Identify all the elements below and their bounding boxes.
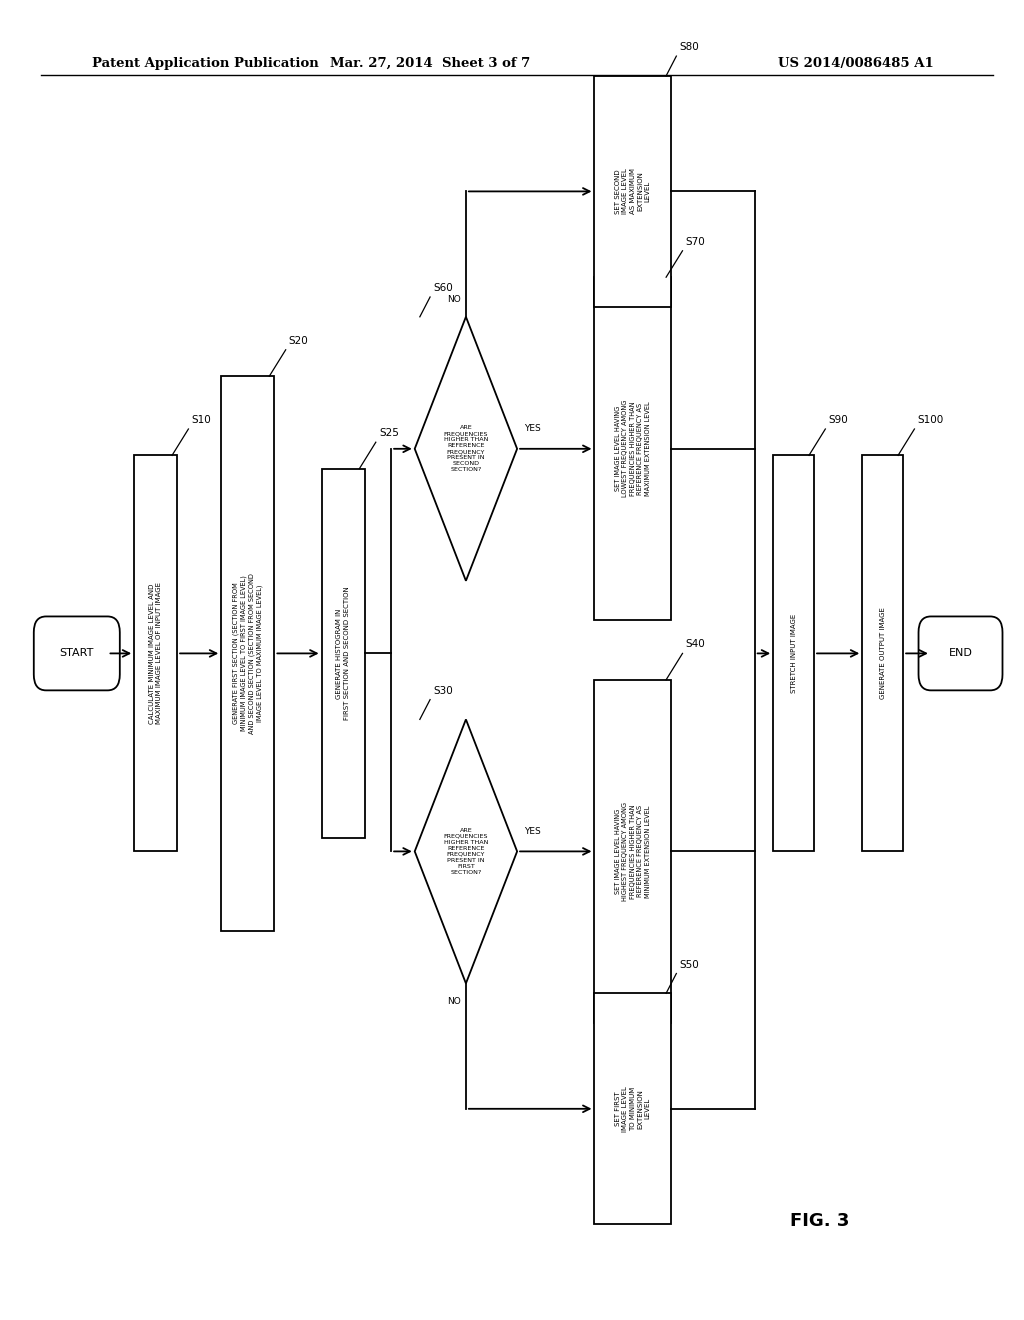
Text: Mar. 27, 2014  Sheet 3 of 7: Mar. 27, 2014 Sheet 3 of 7	[330, 57, 530, 70]
Text: US 2014/0086485 A1: US 2014/0086485 A1	[778, 57, 934, 70]
FancyBboxPatch shape	[34, 616, 120, 690]
Bar	[322, 469, 365, 838]
Text: S100: S100	[918, 414, 944, 425]
Text: FIG. 3: FIG. 3	[790, 1212, 849, 1230]
FancyBboxPatch shape	[919, 616, 1002, 690]
Text: NO: NO	[447, 997, 461, 1006]
Bar	[594, 77, 672, 308]
Text: YES: YES	[524, 826, 541, 836]
Text: YES: YES	[524, 424, 541, 433]
Text: S25: S25	[379, 428, 398, 438]
Text: S90: S90	[828, 414, 848, 425]
Text: S40: S40	[686, 639, 706, 649]
Bar	[221, 376, 274, 931]
Bar	[862, 455, 903, 851]
Text: Patent Application Publication: Patent Application Publication	[92, 57, 318, 70]
Polygon shape	[415, 719, 517, 983]
Text: SET FIRST
IMAGE LEVEL
TO MINIMUM
EXTENSION
LEVEL: SET FIRST IMAGE LEVEL TO MINIMUM EXTENSI…	[614, 1086, 651, 1131]
Bar	[134, 455, 177, 851]
Text: S60: S60	[433, 282, 453, 293]
Text: END: END	[948, 648, 973, 659]
Bar	[594, 993, 672, 1225]
Text: NO: NO	[447, 294, 461, 304]
Text: STRETCH INPUT IMAGE: STRETCH INPUT IMAGE	[791, 614, 797, 693]
Text: GENERATE FIRST SECTION (SECTION FROM
MINIMUM IMAGE LEVEL TO FIRST IMAGE LEVEL)
A: GENERATE FIRST SECTION (SECTION FROM MIN…	[232, 573, 263, 734]
Bar	[773, 455, 814, 851]
Text: S10: S10	[191, 414, 211, 425]
Text: S30: S30	[433, 685, 453, 696]
Text: GENERATE HISTOGRAM IN
FIRST SECTION AND SECOND SECTION: GENERATE HISTOGRAM IN FIRST SECTION AND …	[336, 586, 350, 721]
Text: SET SECOND
IMAGE LEVEL
AS MAXIMUM
EXTENSION
LEVEL: SET SECOND IMAGE LEVEL AS MAXIMUM EXTENS…	[614, 169, 651, 214]
Text: CALCULATE MINIMUM IMAGE LEVEL AND
MAXIMUM IMAGE LEVEL OF INPUT IMAGE: CALCULATE MINIMUM IMAGE LEVEL AND MAXIMU…	[148, 582, 163, 725]
Text: ARE
FREQUENCIES
HIGHER THAN
REFERENCE
FREQUENCY
PRESENT IN
FIRST
SECTION?: ARE FREQUENCIES HIGHER THAN REFERENCE FR…	[443, 828, 488, 875]
Polygon shape	[415, 317, 517, 581]
Text: S50: S50	[680, 960, 699, 969]
Text: SET IMAGE LEVEL HAVING
HIGHEST FREQUENCY AMONG
FREQUENCIES HIGHER THAN
REFERENCE: SET IMAGE LEVEL HAVING HIGHEST FREQUENCY…	[614, 803, 651, 902]
Bar	[594, 680, 672, 1023]
Text: ARE
FREQUENCIES
HIGHER THAN
REFERENCE
FREQUENCY
PRESENT IN
SECOND
SECTION?: ARE FREQUENCIES HIGHER THAN REFERENCE FR…	[443, 425, 488, 473]
Text: GENERATE OUTPUT IMAGE: GENERATE OUTPUT IMAGE	[880, 607, 886, 700]
Text: S20: S20	[289, 335, 308, 346]
Text: START: START	[59, 648, 94, 659]
Text: SET IMAGE LEVEL HAVING
LOWEST FREQUENCY AMONG
FREQUENCIES HIGHER THAN
REFERENCE : SET IMAGE LEVEL HAVING LOWEST FREQUENCY …	[614, 400, 651, 498]
Bar	[594, 277, 672, 620]
Text: S70: S70	[686, 236, 706, 247]
Text: S80: S80	[680, 42, 699, 51]
